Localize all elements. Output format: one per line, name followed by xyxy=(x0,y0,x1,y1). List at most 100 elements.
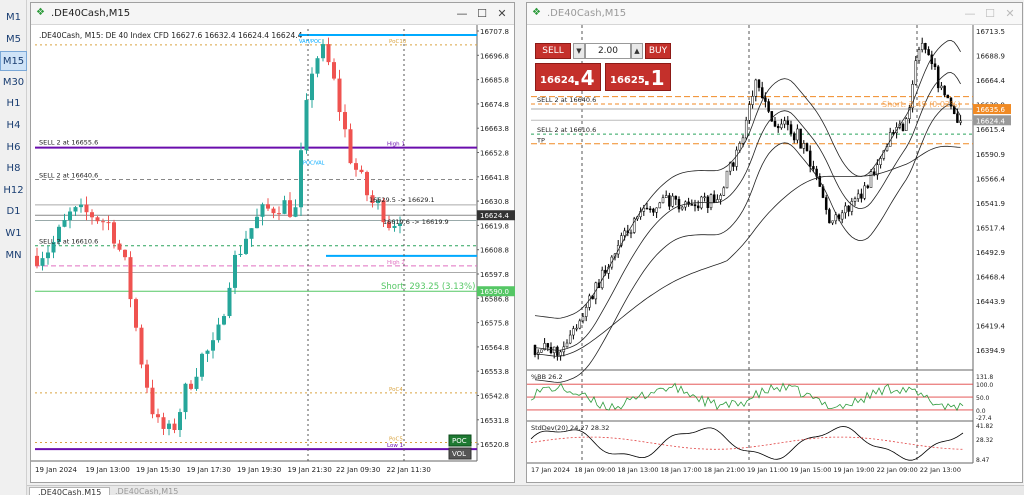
candle-body xyxy=(840,212,844,220)
sell-price-pips: .4 xyxy=(573,66,595,90)
left-window-titlebar[interactable]: ❖ .DE40Cash,M15 — ☐ ✕ xyxy=(31,3,514,25)
vah-label: VAH/POC xyxy=(299,39,322,45)
candle-body xyxy=(786,120,790,125)
modify-annotation-1: 16629.5 -> 16629.1 xyxy=(369,196,435,204)
time-axis-label: 22 Jan 13:00 xyxy=(920,466,961,474)
current-price-value: 16624.4 xyxy=(480,212,509,220)
sell-price-button[interactable]: 16624 .4 xyxy=(535,63,601,91)
vol-button-label: VOL xyxy=(452,450,466,458)
candle-body xyxy=(920,43,924,50)
maximize-button[interactable]: ☐ xyxy=(985,7,995,20)
candle-body xyxy=(668,195,671,207)
price-axis-label: 16641.8 xyxy=(480,174,509,182)
timeframe-m15[interactable]: M15 xyxy=(0,51,27,72)
time-axis-label: 22 Jan 09:30 xyxy=(336,466,380,474)
candle-body xyxy=(51,241,56,253)
candle-body xyxy=(956,113,959,123)
candle-body xyxy=(693,204,697,207)
sell-button[interactable]: SELL xyxy=(535,43,571,59)
right-window-titlebar[interactable]: ❖ .DE40Cash,M15 — ☐ ✕ xyxy=(527,3,1022,25)
candle-body xyxy=(732,162,735,167)
candle-body xyxy=(860,193,863,199)
left-price-chart[interactable]: .DE40Cash, M15: DE 40 Index CFD 16627.6 … xyxy=(31,25,516,483)
candle-body xyxy=(95,217,100,222)
candle-body xyxy=(959,120,962,123)
timeframe-d1[interactable]: D1 xyxy=(6,206,21,218)
minimize-button[interactable]: — xyxy=(964,7,976,20)
time-axis-label: 19 Jan 19:00 xyxy=(833,466,874,474)
candle-body xyxy=(161,417,166,429)
candle-body xyxy=(901,123,905,131)
bb-axis-label: 131.8 xyxy=(976,374,993,381)
short-price-value: 16590.0 xyxy=(480,288,509,296)
time-axis-label: 18 Jan 21:00 xyxy=(704,466,745,474)
timeframe-mn[interactable]: MN xyxy=(5,249,22,261)
timeframe-m1[interactable]: M1 xyxy=(6,12,21,23)
candle-body xyxy=(764,97,767,102)
close-button[interactable]: ✕ xyxy=(1005,7,1015,20)
timeframe-h6[interactable]: H6 xyxy=(6,141,21,153)
bb-indicator-label: %BB 26.2 xyxy=(531,373,563,381)
candle-body xyxy=(712,194,716,203)
candle-body xyxy=(645,207,649,210)
current-price-tag xyxy=(973,115,1011,126)
candle-body xyxy=(866,185,870,188)
timeframe-w1[interactable]: W1 xyxy=(5,228,22,239)
candle-body xyxy=(725,170,729,189)
maximize-button[interactable]: ☐ xyxy=(477,7,487,20)
candle-body xyxy=(398,223,402,226)
buy-button[interactable]: BUY xyxy=(645,43,671,59)
right-chart-window[interactable]: ❖ .DE40Cash,M15 — ☐ ✕ 16713.5 16688.9 1666… xyxy=(526,2,1023,483)
timeframe-m5[interactable]: M5 xyxy=(6,33,21,45)
candle-body xyxy=(282,200,287,214)
candle-body xyxy=(722,187,726,196)
stddev-axis-label: 41.82 xyxy=(976,423,993,430)
tab-chart-2[interactable]: .DE40Cash,M15 xyxy=(115,487,179,495)
lot-size-input[interactable]: 2.00 xyxy=(585,43,631,59)
candle-body xyxy=(744,119,748,139)
candle-body xyxy=(172,423,177,431)
timeframe-h1[interactable]: H1 xyxy=(6,98,21,110)
buy-price-button[interactable]: 16625 .1 xyxy=(605,63,671,91)
candle-body xyxy=(658,202,662,209)
lot-decrease-button[interactable]: ▼ xyxy=(573,43,585,59)
candle-body xyxy=(831,220,834,224)
candle-body xyxy=(674,195,678,200)
left-chart-window[interactable]: ❖ .DE40Cash,M15 — ☐ ✕ .DE40Cash, M15: DE… xyxy=(30,2,515,483)
candle-body xyxy=(882,150,886,159)
candle-body xyxy=(863,185,866,199)
candle-body xyxy=(101,221,105,223)
lot-increase-button[interactable]: ▲ xyxy=(631,43,643,59)
price-axis-label: 16553.8 xyxy=(480,368,509,376)
close-button[interactable]: ✕ xyxy=(497,7,507,20)
candle-body xyxy=(326,44,331,63)
candle-body xyxy=(924,43,927,50)
candle-body xyxy=(376,200,380,204)
candle-body xyxy=(79,204,83,208)
candle-body xyxy=(853,198,857,202)
candle-body xyxy=(824,197,828,210)
timeframe-h12[interactable]: H12 xyxy=(3,184,24,196)
candle-body xyxy=(719,195,722,200)
candle-body xyxy=(343,112,347,130)
candle-body xyxy=(556,346,559,356)
price-axis-label: 16575.8 xyxy=(480,320,509,328)
timeframe-toolbar: M1 M5 M15 M30 H1 H4 H6 H8 H12 D1 W1 MN xyxy=(0,0,27,495)
tab-chart-1[interactable]: .DE40Cash,M15 xyxy=(29,487,111,495)
poc-button-label: POC xyxy=(452,437,467,445)
minimize-button[interactable]: — xyxy=(456,7,468,20)
candle-body xyxy=(671,195,674,207)
modify-annotation-2: 16619.6 -> 16619.9 xyxy=(383,218,449,226)
candle-body xyxy=(847,205,850,212)
candle-body xyxy=(741,137,745,144)
timeframe-m30[interactable]: M30 xyxy=(2,76,25,88)
candle-body xyxy=(754,79,758,97)
sell-annotation-2: SELL 2 at 16610.6 xyxy=(537,126,596,134)
timeframe-h4[interactable]: H4 xyxy=(6,120,21,131)
candle-body xyxy=(156,414,160,418)
candle-body xyxy=(304,100,309,151)
timeframe-h8[interactable]: H8 xyxy=(6,163,21,175)
candle-body xyxy=(914,60,918,85)
right-price-chart[interactable]: 16713.516688.916664.416639.916615.416590… xyxy=(527,25,1024,483)
candle-body xyxy=(808,150,812,167)
